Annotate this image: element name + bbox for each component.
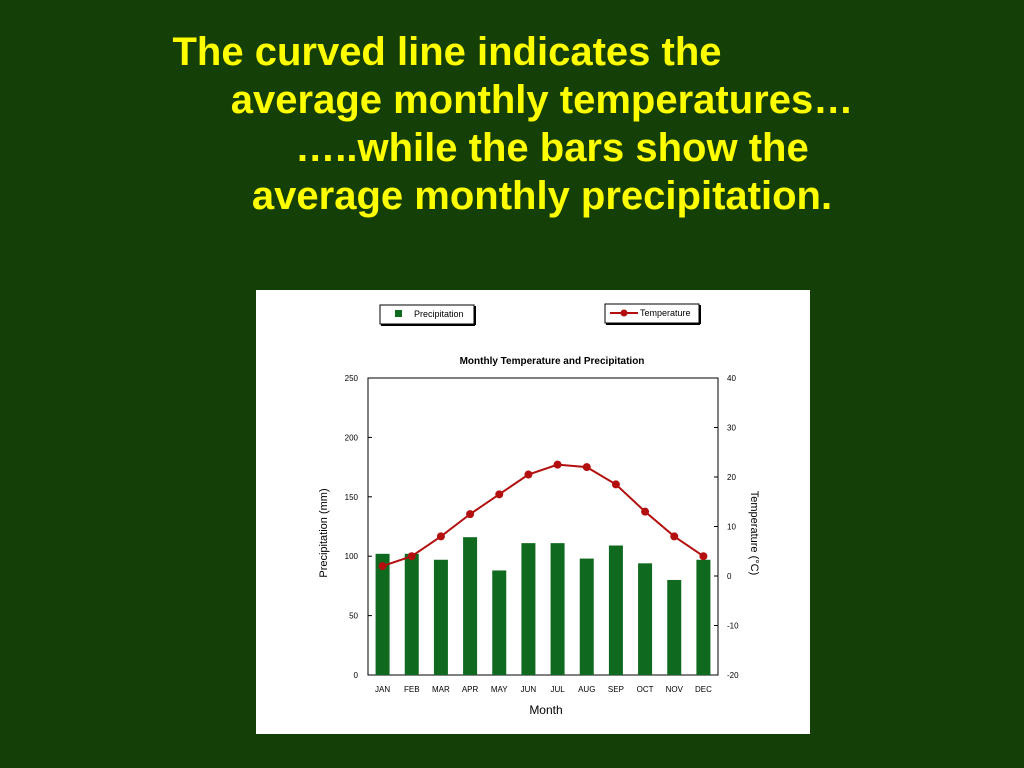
temperature-point-apr <box>466 510 475 519</box>
y-left-tick-label: 200 <box>345 433 359 442</box>
legend-temperature: Temperature <box>604 303 701 325</box>
chart-svg: Precipitation Temperature Monthly Temper… <box>318 303 760 717</box>
legend-marker-temperature <box>620 309 628 317</box>
temperature-point-mar <box>436 532 445 541</box>
y-left-tick-label: 50 <box>349 612 358 621</box>
x-tick-label: MAY <box>491 685 508 694</box>
y-left-tick-label: 150 <box>345 493 359 502</box>
temperature-point-nov <box>670 532 679 541</box>
y-axis-left-title: Precipitation (mm) <box>318 488 330 577</box>
precipitation-bar-jun <box>521 543 536 675</box>
temperature-point-feb <box>407 552 416 561</box>
x-tick-label: AUG <box>578 685 595 694</box>
temperature-point-jul <box>553 460 562 469</box>
precipitation-bar-aug <box>579 558 594 675</box>
precipitation-bar-oct <box>638 563 653 675</box>
temperature-point-jan <box>378 562 387 571</box>
precipitation-bar-mar <box>433 559 448 675</box>
x-tick-label: JAN <box>375 685 390 694</box>
x-tick-label: DEC <box>695 685 712 694</box>
title-line-3: …..while the bars show the <box>295 126 809 170</box>
y-right-tick-label: -10 <box>727 622 739 631</box>
title-line-4: average monthly precipitation. <box>251 174 833 218</box>
temperature-point-oct <box>641 507 650 516</box>
x-tick-label: FEB <box>404 685 420 694</box>
x-tick-label: SEP <box>608 685 624 694</box>
x-axis-title: Month <box>529 703 562 717</box>
chart-title: Monthly Temperature and Precipitation <box>460 356 645 367</box>
precipitation-bar-dec <box>696 559 711 675</box>
y-left-tick-label: 0 <box>354 671 359 680</box>
x-tick-label: APR <box>462 685 479 694</box>
x-tick-label: JUN <box>521 685 537 694</box>
slide-title: The curved line indicates the average mo… <box>0 28 1024 220</box>
title-line-1: The curved line indicates the <box>172 30 722 74</box>
precipitation-bar-feb <box>404 553 419 675</box>
precipitation-bar-nov <box>667 579 682 675</box>
x-tick-label: MAR <box>432 685 450 694</box>
precipitation-bar-sep <box>608 545 623 675</box>
plot-area: 0 50 100 150 200 250 -20 -10 0 10 20 30 40 JAN FEB MAR A… <box>345 374 739 694</box>
precipitation-bar-may <box>492 570 507 675</box>
x-tick-label: OCT <box>637 685 654 694</box>
y-right-tick-label: 20 <box>727 473 736 482</box>
plot-frame <box>367 377 719 676</box>
temperature-point-sep <box>611 480 620 489</box>
y-right-tick-label: 40 <box>727 374 736 383</box>
y-axis-right-title: Temperature (°C) <box>748 491 760 575</box>
legend-swatch-precipitation <box>395 310 402 317</box>
x-tick-label: JUL <box>550 685 565 694</box>
temperature-point-dec <box>699 552 708 561</box>
legend-label-temperature: Temperature <box>640 308 691 318</box>
y-right-tick-label: -20 <box>727 671 739 680</box>
temperature-point-aug <box>582 463 591 472</box>
y-right-tick-label: 0 <box>727 572 732 581</box>
title-line-2: average monthly temperatures… <box>230 78 854 122</box>
y-left-tick-label: 100 <box>345 552 359 561</box>
chart-panel: Precipitation Temperature Monthly Temper… <box>256 290 810 734</box>
temperature-point-may <box>495 490 504 499</box>
precipitation-bar-jul <box>550 543 565 675</box>
y-left-tick-label: 250 <box>345 374 359 383</box>
legend-precipitation: Precipitation <box>379 304 476 326</box>
precipitation-bar-apr <box>463 537 478 675</box>
y-right-tick-label: 30 <box>727 424 736 433</box>
legend-label-precipitation: Precipitation <box>414 309 464 319</box>
x-tick-label: NOV <box>666 685 684 694</box>
precipitation-bar-jan <box>375 553 390 675</box>
temperature-point-jun <box>524 470 533 479</box>
y-right-tick-label: 10 <box>727 523 736 532</box>
temperature-line <box>382 463 704 568</box>
